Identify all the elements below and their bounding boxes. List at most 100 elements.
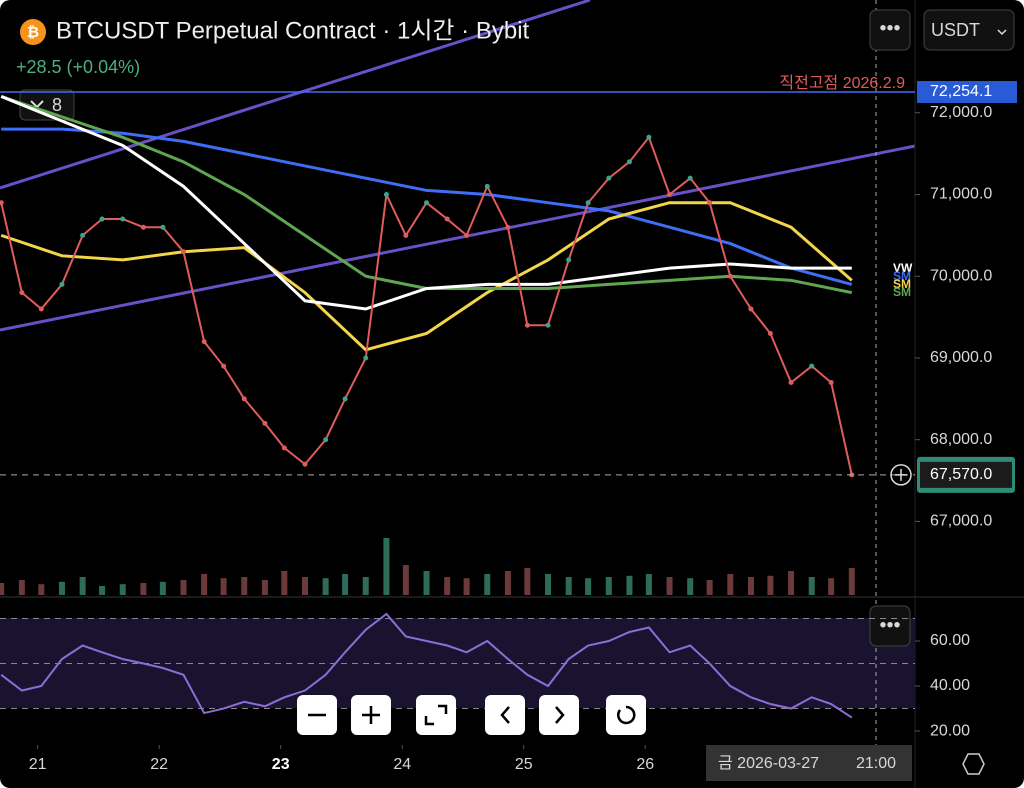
price-point	[809, 363, 815, 369]
volume-bar	[828, 578, 835, 595]
volume-bar	[180, 580, 187, 595]
scroll-right[interactable]	[539, 695, 579, 735]
reset[interactable]	[606, 695, 646, 735]
volume-bar	[18, 580, 25, 595]
volume-bar	[706, 580, 713, 595]
price-point	[707, 200, 713, 206]
rsi-band	[0, 618, 915, 708]
currency: USDT	[931, 20, 980, 40]
toolbar	[297, 695, 646, 735]
currency-select[interactable]	[923, 9, 1015, 51]
volume-bar	[140, 583, 147, 595]
price-point	[828, 380, 834, 385]
x-tick-label: 26	[636, 756, 654, 773]
volume-bar	[565, 577, 572, 595]
volume-bar	[423, 571, 430, 595]
scroll-left[interactable]	[485, 695, 525, 735]
volume-bar	[342, 574, 349, 595]
price-point	[403, 232, 409, 238]
legend-tag: SM	[893, 285, 911, 299]
y-tick-label: 70,000.0	[930, 267, 992, 284]
x-tick-label: 22	[150, 756, 168, 773]
price-point	[0, 200, 4, 206]
price-point	[566, 257, 572, 263]
volume-bar	[383, 538, 390, 595]
price-point	[80, 232, 86, 238]
volume-bar	[788, 571, 795, 595]
price-point	[201, 339, 207, 345]
rsi-tick-label: 20.00	[930, 722, 970, 739]
volume-bar	[645, 574, 652, 595]
volume-bar	[402, 565, 409, 595]
price-point	[383, 192, 389, 198]
previous-high-label: 직전고점 2026.2.9	[779, 74, 905, 92]
chart-title: BTCUSDT Perpetual Contract · 1시간 · Bybit	[56, 17, 530, 44]
volume-bar	[545, 574, 552, 595]
volume-bar	[687, 578, 694, 595]
volume-bar	[0, 583, 5, 595]
price-point	[262, 420, 268, 426]
price-point	[464, 232, 470, 238]
y-tick-label: 72,000.0	[930, 104, 992, 121]
chevron	[997, 29, 1007, 36]
add-icon	[895, 468, 907, 481]
volume-bar	[463, 578, 470, 595]
price-point	[302, 461, 308, 467]
volume-bar	[79, 577, 86, 595]
price-point	[140, 224, 146, 230]
previous-high-price: 72,254.1	[930, 83, 992, 100]
price-point	[524, 322, 530, 328]
icon	[362, 706, 380, 724]
volume-bar	[808, 577, 815, 595]
volume-bar	[767, 575, 774, 595]
price-point	[281, 445, 287, 451]
legend-tag: VW	[893, 261, 913, 275]
volume-bar	[220, 578, 227, 595]
volume-bar	[302, 577, 308, 595]
price-point	[38, 306, 44, 312]
price-point	[160, 224, 166, 230]
add-alert[interactable]	[890, 464, 912, 486]
volume-bar	[119, 584, 126, 595]
price-point	[120, 216, 126, 222]
settings-icon[interactable]	[962, 753, 985, 775]
price-point	[667, 192, 673, 198]
volume-bar	[362, 577, 369, 595]
btc-icon	[20, 19, 46, 45]
price-point	[748, 306, 754, 312]
volume-bar	[605, 577, 612, 595]
price-point	[342, 396, 348, 402]
price-point	[323, 437, 329, 443]
price-point	[606, 175, 612, 181]
price-point	[59, 281, 65, 287]
volume-bar	[484, 574, 491, 595]
ma-line	[1, 127, 853, 286]
x-tick-label: 23	[272, 756, 290, 773]
menu-dots: •••	[879, 17, 900, 39]
volume-bar	[261, 580, 268, 595]
fullscreen[interactable]	[416, 695, 456, 735]
rsi-tick-label: 40.00	[930, 677, 970, 694]
price-point	[545, 322, 551, 328]
previous-high-box	[917, 81, 1017, 104]
price-point	[505, 224, 511, 230]
volume-bar	[524, 568, 531, 595]
crosshair-date-box	[706, 745, 912, 781]
volume-bar	[504, 571, 511, 595]
y-tick-label: 69,000.0	[930, 349, 992, 366]
volume-bar	[58, 581, 65, 595]
crosshair-time: 21:00	[856, 755, 896, 772]
menu-button[interactable]	[869, 9, 911, 51]
price-point	[444, 216, 450, 222]
volume-bar	[281, 571, 288, 595]
volume-bar	[159, 581, 166, 595]
price-point	[585, 200, 591, 206]
volume-bar	[585, 578, 592, 595]
icon	[500, 706, 510, 724]
x-tick-label: 21	[29, 756, 47, 773]
price-point	[19, 290, 25, 296]
icon	[617, 705, 636, 725]
price-point	[687, 175, 693, 181]
rsi-menu-button[interactable]	[869, 605, 911, 647]
